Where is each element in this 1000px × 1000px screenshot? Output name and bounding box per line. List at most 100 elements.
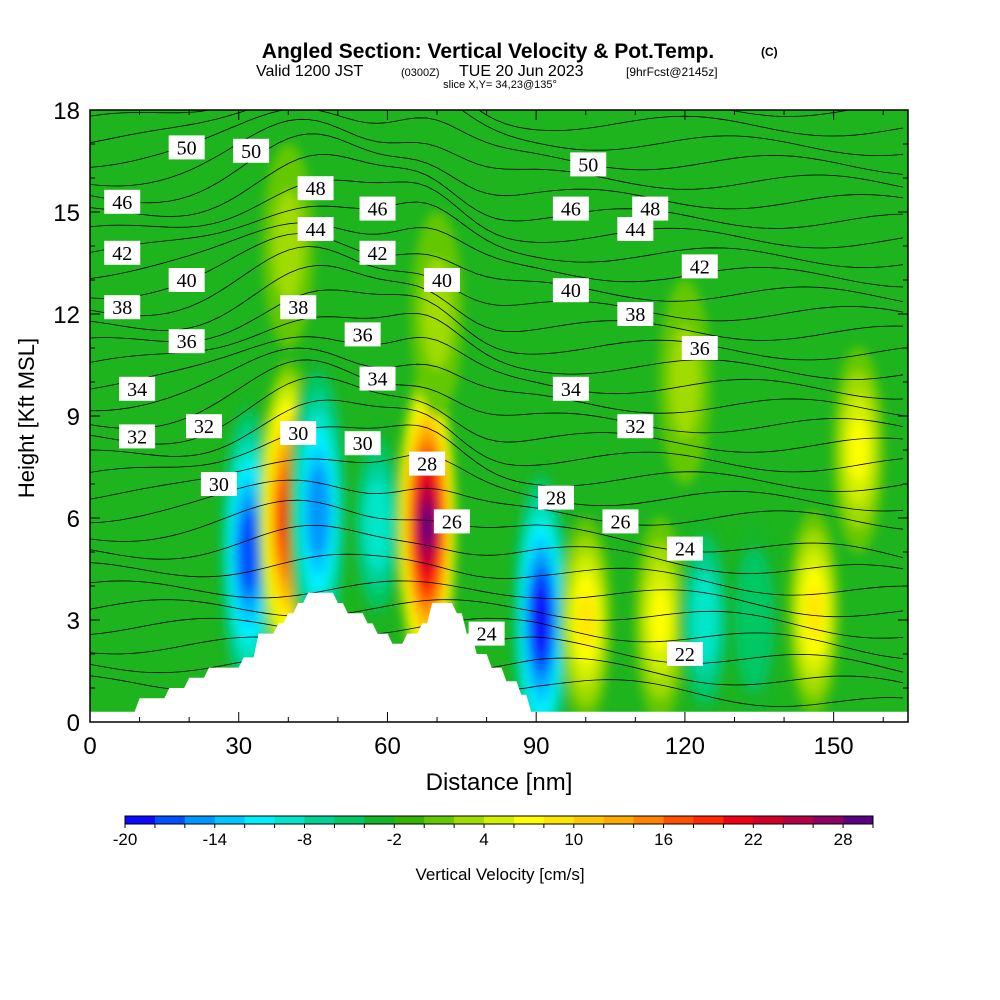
theta-label-box	[344, 322, 381, 347]
theta-isoline	[90, 110, 904, 175]
theta-label-box	[119, 376, 156, 401]
colorbar-swatch	[125, 816, 156, 824]
theta-label-box	[297, 176, 334, 201]
colorbar-swatch	[424, 816, 455, 824]
y-axis-label: Height [Kft MSL]	[14, 338, 39, 498]
theta-label: 30	[344, 431, 381, 456]
theta-label-box	[168, 135, 205, 160]
theta-label-box	[632, 196, 669, 221]
theta-label: 30	[200, 472, 237, 496]
theta-label-text: 36	[353, 324, 373, 346]
velocity-cell	[728, 517, 781, 722]
colorbar-tick-label: 22	[744, 830, 763, 849]
theta-label: 36	[344, 322, 381, 347]
theta-isoline	[90, 499, 904, 558]
theta-label-text: 34	[368, 369, 388, 391]
theta-label: 40	[552, 278, 589, 303]
theta-label: 42	[359, 240, 396, 265]
theta-isoline	[514, 110, 852, 117]
theta-label: 42	[681, 254, 718, 279]
theta-label: 38	[104, 295, 141, 320]
theta-isoline	[90, 553, 904, 596]
theta-contour-labels: 50 50 50 48 48 46 46 46 44 44 42 42 42 40 40 40 38 38 38 36…	[104, 135, 718, 666]
theta-label-box	[617, 302, 654, 326]
theta-label-text: 40	[432, 270, 452, 292]
theta-label-text: 46	[368, 199, 388, 221]
theta-label-box	[423, 268, 460, 292]
colorbar-swatch	[633, 816, 664, 824]
colorbar-tick-label: 10	[564, 830, 583, 849]
theta-isoline	[90, 222, 904, 288]
theta-label-box	[681, 336, 718, 360]
y-tick-label: 9	[67, 404, 80, 431]
theta-label-text: 34	[561, 379, 581, 401]
theta-label-text: 42	[690, 256, 710, 278]
theta-isoline	[90, 525, 904, 575]
colorbar-swatch	[364, 816, 395, 824]
theta-label-box	[552, 196, 589, 221]
theta-isoline	[90, 359, 904, 434]
velocity-cell	[511, 462, 572, 722]
theta-label: 50	[168, 135, 205, 160]
theta-label-text: 26	[442, 511, 462, 533]
theta-isoline	[90, 201, 904, 269]
theta-label: 44	[297, 217, 334, 241]
velocity-band	[310, 484, 326, 538]
theta-label-box	[552, 376, 589, 401]
theta-label: 34	[359, 366, 396, 391]
theta-label-text: 30	[353, 433, 373, 455]
theta-label-text: 44	[306, 219, 326, 241]
velocity-band	[241, 527, 256, 577]
x-tick-label: 90	[523, 733, 550, 760]
velocity-cell	[351, 421, 404, 628]
theta-label-box	[168, 329, 205, 354]
colorbar-tick-label: -20	[113, 830, 138, 849]
theta-label-text: 28	[417, 454, 437, 476]
theta-label-box	[104, 295, 141, 320]
theta-isoline	[90, 399, 904, 473]
theta-label-box	[433, 509, 470, 534]
theta-label-box	[297, 217, 334, 241]
theta-label: 34	[552, 376, 589, 401]
velocity-cell	[658, 279, 711, 485]
colorbar-swatch	[154, 816, 186, 824]
colorbar-swatch	[274, 816, 305, 824]
theta-label-text: 32	[194, 416, 214, 438]
theta-label: 36	[168, 329, 205, 354]
colorbar-tick-label: 4	[479, 830, 488, 849]
theta-label-box	[186, 414, 223, 439]
colorbar-tick-label: 28	[834, 830, 853, 849]
x-axis-label: Distance [nm]	[426, 769, 573, 796]
theta-label: 40	[168, 268, 205, 292]
theta-isoline	[90, 233, 904, 302]
theta-label-box	[468, 621, 505, 646]
colorbar-swatch	[663, 816, 694, 824]
theta-label-text: 26	[610, 511, 630, 533]
y-tick-label: 3	[67, 608, 80, 635]
theta-label: 22	[666, 642, 703, 666]
theta-label: 46	[104, 189, 141, 214]
theta-label-box	[359, 366, 396, 391]
theta-label: 24	[666, 536, 703, 561]
y-tick-label: 6	[67, 506, 80, 533]
theta-isoline	[90, 179, 904, 249]
theta-label-box	[280, 295, 317, 320]
theta-isoline	[90, 313, 904, 380]
theta-label: 42	[104, 240, 141, 265]
velocity-band	[534, 597, 548, 643]
chart-title: Angled Section: Vertical Velocity & Pot.…	[262, 40, 714, 63]
x-tick-label: 60	[374, 733, 401, 760]
theta-label-box	[200, 472, 237, 496]
velocity-cell	[832, 347, 885, 553]
theta-label-box	[344, 431, 381, 456]
theta-isoline	[90, 118, 904, 190]
plot-area: 50 50 50 48 48 46 46 46 44 44 42 42 42 40 40 40 38 38 38 36…	[90, 110, 908, 722]
theta-label-text: 24	[477, 624, 497, 646]
colorbar-swatch	[753, 816, 784, 824]
theta-label: 36	[681, 336, 718, 360]
y-tick-label: 15	[53, 200, 80, 227]
theta-label-text: 38	[625, 304, 645, 326]
theta-isoline	[90, 617, 904, 659]
